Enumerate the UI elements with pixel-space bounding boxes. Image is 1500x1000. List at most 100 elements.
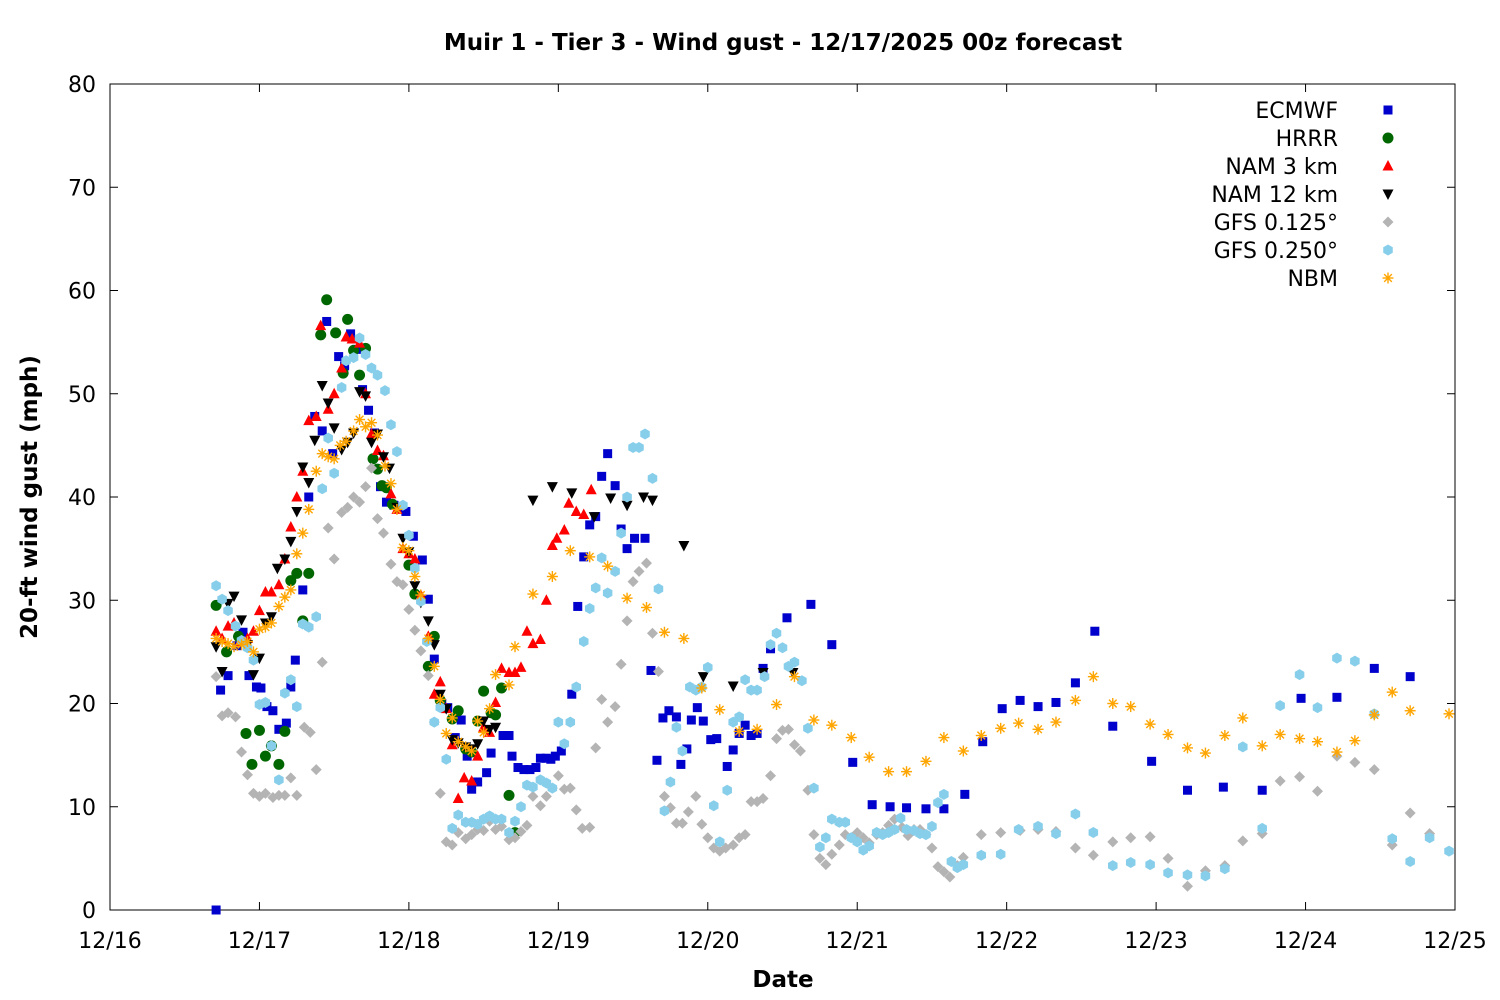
data-point bbox=[678, 541, 690, 552]
x-tick-label: 12/20 bbox=[676, 929, 739, 954]
data-point bbox=[398, 499, 408, 511]
data-point bbox=[1332, 652, 1342, 664]
data-point bbox=[939, 788, 949, 800]
data-point bbox=[498, 731, 508, 741]
data-point bbox=[1125, 832, 1137, 844]
data-point bbox=[1125, 857, 1136, 868]
data-point bbox=[391, 503, 403, 515]
data-point bbox=[975, 730, 987, 742]
data-point bbox=[503, 789, 515, 801]
data-point bbox=[328, 449, 338, 459]
data-point bbox=[1238, 741, 1248, 753]
data-point bbox=[297, 527, 309, 539]
data-point bbox=[622, 544, 632, 554]
data-point bbox=[354, 387, 366, 398]
data-point bbox=[727, 681, 739, 692]
data-point bbox=[503, 679, 515, 691]
data-point bbox=[321, 294, 333, 306]
series-nam-12-km bbox=[210, 380, 799, 755]
data-point bbox=[310, 764, 322, 776]
data-point bbox=[415, 589, 427, 601]
data-point bbox=[354, 332, 365, 344]
data-point bbox=[340, 330, 352, 342]
data-point bbox=[740, 674, 750, 686]
data-point bbox=[1200, 870, 1211, 882]
data-point bbox=[329, 467, 339, 479]
data-point bbox=[360, 481, 372, 493]
data-point bbox=[377, 527, 389, 539]
data-point bbox=[771, 699, 783, 711]
data-point bbox=[1051, 828, 1061, 840]
data-point bbox=[863, 751, 875, 763]
data-point bbox=[1443, 708, 1455, 720]
data-point bbox=[788, 671, 800, 683]
data-point bbox=[1274, 728, 1286, 740]
y-tick-label: 40 bbox=[68, 486, 96, 511]
data-point bbox=[473, 777, 483, 787]
data-point bbox=[1368, 709, 1380, 721]
data-point bbox=[280, 687, 290, 699]
data-point bbox=[285, 772, 297, 784]
data-point bbox=[490, 669, 502, 681]
data-point bbox=[385, 487, 397, 499]
data-point bbox=[1257, 785, 1267, 795]
data-point bbox=[513, 763, 523, 773]
data-point bbox=[1144, 718, 1156, 730]
data-point bbox=[328, 387, 340, 399]
data-point bbox=[484, 724, 496, 736]
data-point bbox=[751, 723, 763, 735]
data-point bbox=[336, 445, 348, 456]
data-point bbox=[652, 755, 662, 765]
y-tick-label: 80 bbox=[68, 73, 96, 98]
data-point bbox=[808, 714, 820, 726]
data-point bbox=[429, 654, 439, 664]
data-point bbox=[322, 522, 334, 534]
data-point bbox=[435, 702, 446, 714]
x-axis: 12/16 12/17 12/18 12/19 12/20 12/21 12/22 12/23… bbox=[78, 84, 1487, 954]
data-point bbox=[422, 616, 434, 627]
data-point bbox=[385, 478, 397, 490]
legend-label: NBM bbox=[1287, 267, 1338, 292]
data-point bbox=[271, 563, 283, 575]
data-point bbox=[259, 750, 271, 762]
data-point bbox=[826, 848, 838, 860]
data-point bbox=[273, 789, 285, 801]
series-nbm bbox=[210, 414, 1455, 778]
data-point bbox=[664, 706, 674, 716]
data-point bbox=[765, 770, 777, 782]
data-point bbox=[1312, 702, 1323, 714]
data-point bbox=[298, 721, 310, 733]
data-point bbox=[1013, 823, 1024, 835]
data-point bbox=[360, 391, 372, 402]
data-point bbox=[782, 613, 792, 623]
data-point bbox=[291, 567, 303, 579]
data-point bbox=[1219, 730, 1231, 742]
data-point bbox=[788, 739, 800, 751]
data-point bbox=[466, 829, 478, 841]
data-point bbox=[447, 822, 457, 834]
data-point bbox=[210, 625, 222, 636]
data-point bbox=[315, 329, 327, 341]
data-point bbox=[1294, 733, 1306, 745]
x-tick-label: 12/17 bbox=[228, 929, 291, 954]
data-point bbox=[840, 816, 851, 828]
data-point bbox=[1368, 764, 1380, 776]
data-point bbox=[1349, 735, 1361, 747]
data-point bbox=[621, 615, 633, 627]
legend-marker bbox=[1382, 189, 1394, 200]
data-point bbox=[527, 588, 539, 600]
data-point bbox=[496, 662, 508, 673]
data-point bbox=[525, 765, 535, 775]
data-point bbox=[348, 425, 360, 437]
data-point bbox=[1218, 782, 1228, 792]
data-point bbox=[228, 641, 240, 653]
data-point bbox=[415, 645, 427, 657]
data-point bbox=[665, 776, 676, 788]
data-point bbox=[527, 495, 539, 507]
data-point bbox=[452, 705, 464, 717]
data-point bbox=[303, 478, 315, 489]
data-point bbox=[519, 765, 529, 775]
legend-marker bbox=[1382, 132, 1394, 144]
data-point bbox=[652, 665, 664, 677]
data-point bbox=[671, 712, 681, 722]
